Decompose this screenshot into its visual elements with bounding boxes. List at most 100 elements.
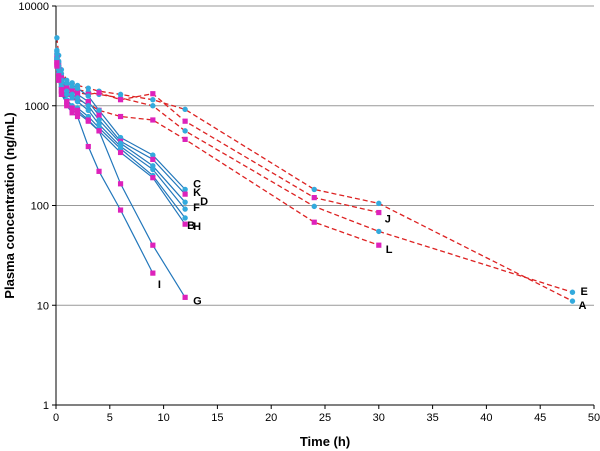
grid-lines (56, 5, 594, 306)
data-point-J (96, 90, 102, 96)
x-tick-label: 15 (211, 412, 223, 424)
data-point-L (117, 113, 124, 120)
y-axis-title: Plasma concentration (ng/mL) (2, 112, 17, 298)
data-point-L (182, 136, 188, 142)
data-points (54, 35, 576, 304)
data-point-G (64, 101, 70, 107)
data-point-E (182, 128, 188, 134)
data-point-F (74, 98, 81, 105)
series-label-L: L (386, 244, 393, 256)
data-point-F (69, 95, 75, 101)
data-point-K (74, 91, 81, 97)
data-point-G (56, 77, 62, 83)
series-line-F (56, 58, 186, 210)
x-tick-label: 25 (319, 412, 331, 424)
data-point-E (150, 103, 156, 109)
data-point-E (376, 228, 382, 235)
series-label-G: G (193, 295, 202, 307)
data-point-I (117, 207, 124, 213)
data-point-C (69, 82, 75, 89)
data-point-I (96, 168, 102, 174)
data-point-C (64, 80, 70, 86)
series-line-L (56, 60, 380, 246)
data-point-G (150, 242, 156, 248)
data-point-G (54, 63, 60, 69)
data-point-F (64, 91, 70, 98)
data-point-F (85, 107, 91, 114)
series-label-D: D (200, 196, 208, 208)
data-point-A (54, 35, 60, 41)
series-label-B: B (187, 220, 195, 232)
series-label-F: F (193, 202, 200, 214)
data-point-K (85, 99, 91, 105)
series-line-E (56, 51, 573, 293)
data-point-E (569, 289, 576, 295)
x-tick-label: 5 (107, 412, 113, 424)
data-point-K (64, 85, 70, 91)
data-point-F (150, 166, 156, 173)
data-point-C (150, 152, 156, 158)
x-tick-label: 30 (373, 412, 385, 424)
series-label-J: J (385, 214, 391, 226)
data-point-L (311, 219, 317, 225)
series-line-C (56, 50, 186, 190)
y-tick-label: 10 (37, 300, 49, 312)
data-point-A (150, 96, 156, 103)
data-point-J (311, 195, 317, 201)
data-point-C (182, 186, 188, 193)
series-line-D (56, 53, 186, 203)
data-point-K (150, 156, 156, 162)
series-label-H: H (193, 221, 201, 233)
data-point-D (182, 199, 188, 205)
data-point-D (74, 95, 81, 101)
y-tick-label: 1 (43, 400, 49, 412)
data-point-G (96, 128, 102, 134)
data-point-C (96, 107, 102, 114)
data-point-J (182, 118, 188, 124)
data-point-H (150, 175, 156, 181)
y-tick-label: 100 (31, 201, 49, 213)
x-tick-label: 45 (534, 412, 546, 424)
data-point-A (182, 106, 188, 113)
data-point-A (376, 200, 382, 207)
data-point-J (117, 97, 124, 103)
series-line-J (56, 58, 379, 214)
data-point-D (85, 103, 91, 109)
data-point-L (150, 117, 156, 123)
data-point-D (54, 51, 60, 57)
data-point-H (182, 221, 188, 227)
x-tick-label: 10 (157, 412, 169, 424)
data-point-C (74, 85, 81, 91)
x-tick-label: 0 (53, 412, 59, 424)
series-lines (56, 37, 573, 302)
x-axis-title: Time (h) (300, 434, 350, 449)
data-point-I (85, 143, 91, 150)
data-point-C (85, 93, 91, 99)
axes: 1 10 100 1000 10000 0 5 10 15 20 25 30 35 40 45 50 (18, 1, 600, 424)
x-tick-label: 20 (265, 412, 277, 424)
series-label-C: C (193, 178, 201, 190)
data-point-I (150, 270, 156, 276)
series-line-K (56, 55, 186, 195)
data-point-E (311, 203, 317, 210)
data-point-G (117, 181, 124, 187)
data-point-K (182, 191, 188, 197)
series-label-A: A (578, 300, 586, 312)
data-point-G (74, 110, 81, 116)
data-point-H (117, 149, 124, 156)
data-point-G (69, 107, 75, 113)
data-point-K (96, 112, 102, 119)
y-tick-label: 1000 (25, 101, 49, 113)
data-point-I (58, 88, 64, 94)
data-point-J (150, 91, 156, 97)
data-point-K (69, 88, 75, 94)
data-point-J (376, 209, 382, 216)
x-tick-label: 40 (480, 412, 492, 424)
data-point-G (182, 294, 188, 300)
data-point-C (54, 47, 60, 53)
data-point-D (96, 117, 102, 123)
data-point-I (74, 113, 81, 120)
data-point-F (182, 206, 188, 212)
